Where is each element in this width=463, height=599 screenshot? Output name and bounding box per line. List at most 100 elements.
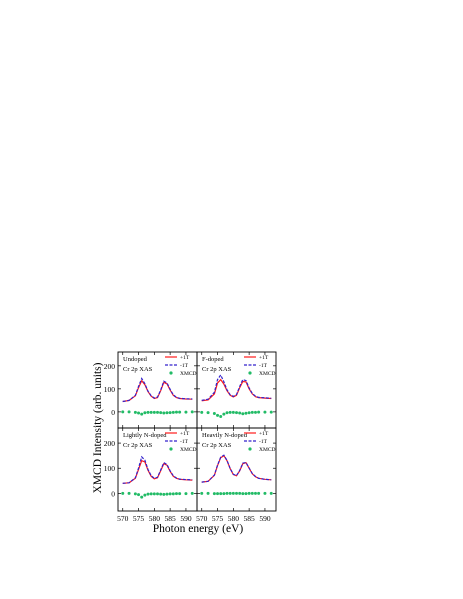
xmcd-point — [152, 410, 156, 414]
xmcd-point — [156, 492, 159, 496]
xmcd-point — [257, 410, 261, 414]
xmcd-point — [241, 412, 245, 416]
panel-2: F-doped Cr 2p XAS +1T -1T XMCD — [196, 351, 277, 429]
legend-minus-label: -1T — [180, 439, 189, 445]
xmcd-point — [212, 411, 216, 415]
legend-xmcd-swatch — [248, 371, 252, 375]
xmcd-point — [171, 410, 175, 414]
legend-xmcd-label: XMCD — [180, 371, 197, 377]
xmcd-point — [228, 491, 232, 495]
series-minus-1t-line — [122, 455, 193, 484]
panel-sample-label: Undoped — [123, 356, 148, 363]
y-tick-label: 0 — [111, 489, 115, 498]
x-tick-label: 580 — [149, 514, 161, 523]
x-tick-label: 580 — [228, 514, 240, 523]
xmcd-point — [253, 410, 257, 414]
xmcd-point — [156, 410, 159, 414]
xmcd-point — [149, 492, 153, 496]
legend-plus-label: +1T — [180, 431, 190, 437]
y-tick-label: 0 — [111, 408, 115, 417]
legend-xmcd-label: XMCD — [180, 447, 197, 453]
xmcd-point — [253, 491, 257, 495]
xmcd-point — [168, 411, 172, 415]
x-tick-label: 590 — [180, 514, 192, 523]
xmcd-point — [171, 492, 175, 496]
xmcd-point — [216, 492, 220, 496]
xmcd-point — [241, 492, 245, 496]
legend-xmcd-label: XMCD — [259, 371, 276, 377]
xmcd-point — [146, 492, 150, 496]
xmcd-point — [133, 492, 137, 496]
xmcd-point — [257, 491, 261, 495]
xmcd-point — [168, 492, 172, 496]
xmcd-point — [269, 410, 273, 414]
xmcd-point — [178, 410, 182, 414]
legend-minus-label: -1T — [180, 363, 189, 369]
xmcd-point — [184, 492, 188, 496]
xmcd-point — [174, 492, 178, 496]
legend-minus-label: -1T — [259, 439, 268, 445]
xmcd-point — [162, 492, 166, 496]
legend-xmcd-label: XMCD — [259, 447, 276, 453]
panel-edge-label: Cr 2p XAS — [123, 366, 153, 373]
xmcd-point — [216, 413, 220, 417]
series-plus-1t-line — [201, 454, 272, 483]
xmcd-point — [137, 411, 141, 415]
xmcd-point — [190, 491, 194, 495]
x-tick-label: 585 — [165, 514, 177, 523]
xmcd-point — [263, 410, 267, 414]
xmcd-point — [250, 410, 254, 414]
y-tick-label: 100 — [104, 385, 116, 394]
xmcd-point — [206, 491, 210, 495]
xmcd-point — [225, 411, 229, 415]
xmcd-point — [250, 491, 254, 495]
xmcd-point — [269, 491, 273, 495]
xmcd-point — [200, 410, 204, 414]
x-tick-label: 575 — [212, 514, 224, 523]
xmcd-point — [162, 411, 166, 415]
xmcd-point — [244, 411, 248, 415]
xmcd-point — [190, 410, 194, 414]
xmcd-point — [165, 411, 169, 415]
xmcd-point — [238, 411, 242, 415]
y-tick-label: 100 — [104, 464, 116, 473]
xmcd-point — [219, 492, 223, 496]
xmcd-point — [121, 491, 125, 495]
y-tick-label: 200 — [104, 439, 116, 448]
series-minus-1t-line — [122, 377, 193, 403]
series-plus-1t-line — [122, 379, 193, 403]
panel-4: 570 575 580 585 590 Heavily N-doped Cr 2p XAS +… — [196, 427, 277, 523]
panel-3: 0 100 200 570 575 580 585 590 Lightly N-doped Cr … — [104, 427, 198, 523]
xmcd-point — [225, 491, 229, 495]
xmcd-point — [149, 410, 153, 414]
legend-plus-label: +1T — [259, 355, 269, 361]
xmcd-point — [178, 492, 182, 496]
legend-minus-label: -1T — [259, 363, 268, 369]
legend-plus-label: +1T — [180, 355, 190, 361]
xmcd-point — [235, 491, 238, 495]
xmcd-point — [174, 410, 178, 414]
xmcd-point — [184, 410, 188, 414]
xmcd-point — [231, 410, 235, 414]
xmcd-point — [137, 493, 141, 497]
legend-plus-label: +1T — [259, 431, 269, 437]
xmcd-point — [222, 492, 226, 496]
xmcd-point — [140, 495, 144, 499]
xmcd-point — [127, 491, 131, 495]
xmcd-point — [146, 410, 150, 414]
legend-xmcd-swatch — [169, 371, 173, 375]
xmcd-point — [247, 491, 251, 495]
panel-sample-label: Heavily N-doped — [202, 432, 248, 439]
xmcd-point — [133, 410, 137, 414]
y-axis-label: XMCD Intensity (arb. units) — [92, 362, 104, 493]
legend-xmcd-swatch — [169, 447, 173, 451]
panel-1: 0 100 200 Undoped Cr 2p XAS +1T -1T XMCD — [104, 351, 198, 429]
series-plus-1t-line — [201, 378, 272, 402]
y-tick-label: 200 — [104, 362, 116, 371]
xmcd-point — [127, 410, 131, 414]
xmcd-point — [143, 493, 147, 497]
xmcd-point — [219, 414, 223, 418]
xmcd-point — [143, 411, 147, 415]
